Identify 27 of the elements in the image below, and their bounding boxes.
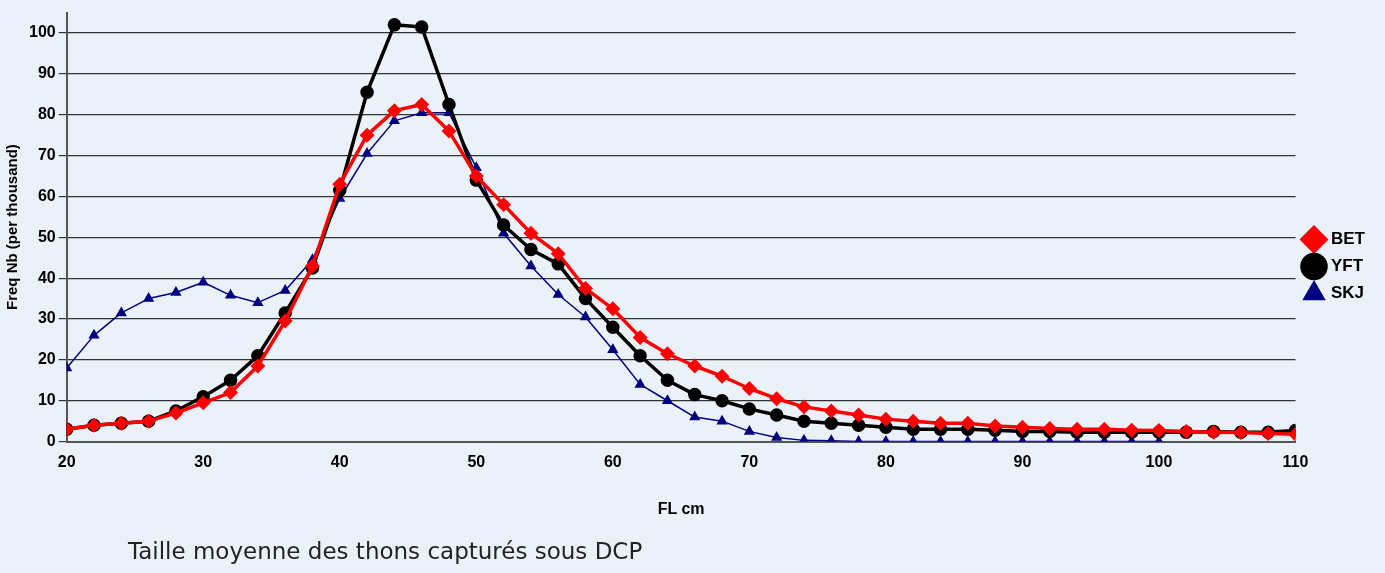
x-tick-label: 90 (1013, 452, 1032, 470)
y-axis-title: Freq Nb (per thousand) (3, 144, 21, 311)
x-tick-label: 70 (740, 452, 759, 470)
legend-label: YFT (1331, 256, 1364, 276)
x-tick-label: 110 (1282, 452, 1309, 470)
y-tick-label: 90 (37, 64, 56, 82)
text: Taille moyenne des thons capturés sous DCP (128, 538, 643, 564)
x-tick-label: 50 (467, 452, 486, 470)
legend-label: BET (1331, 229, 1366, 249)
y-tick-label: 30 (37, 309, 56, 327)
y-tick-label: 20 (37, 350, 56, 368)
x-tick-label: 40 (330, 452, 349, 470)
x-tick-label: 30 (194, 452, 213, 470)
x-axis-title: FL cm (657, 499, 705, 517)
x-tick-label: 100 (1145, 452, 1173, 470)
y-tick-label: 40 (37, 268, 56, 286)
x-tick-label: 60 (603, 452, 622, 470)
x-tick-label: 80 (877, 452, 895, 470)
legend-label: SKJ (1331, 283, 1365, 303)
y-tick-label: 10 (37, 391, 56, 409)
y-tick-label: 0 (46, 432, 56, 450)
y-tick-label: 80 (37, 105, 56, 123)
y-tick-label: 70 (37, 146, 56, 164)
y-tick-label: 60 (37, 186, 56, 204)
y-tick-label: 100 (28, 23, 56, 41)
x-tick-label: 20 (57, 452, 76, 470)
y-tick-label: 50 (37, 227, 56, 245)
